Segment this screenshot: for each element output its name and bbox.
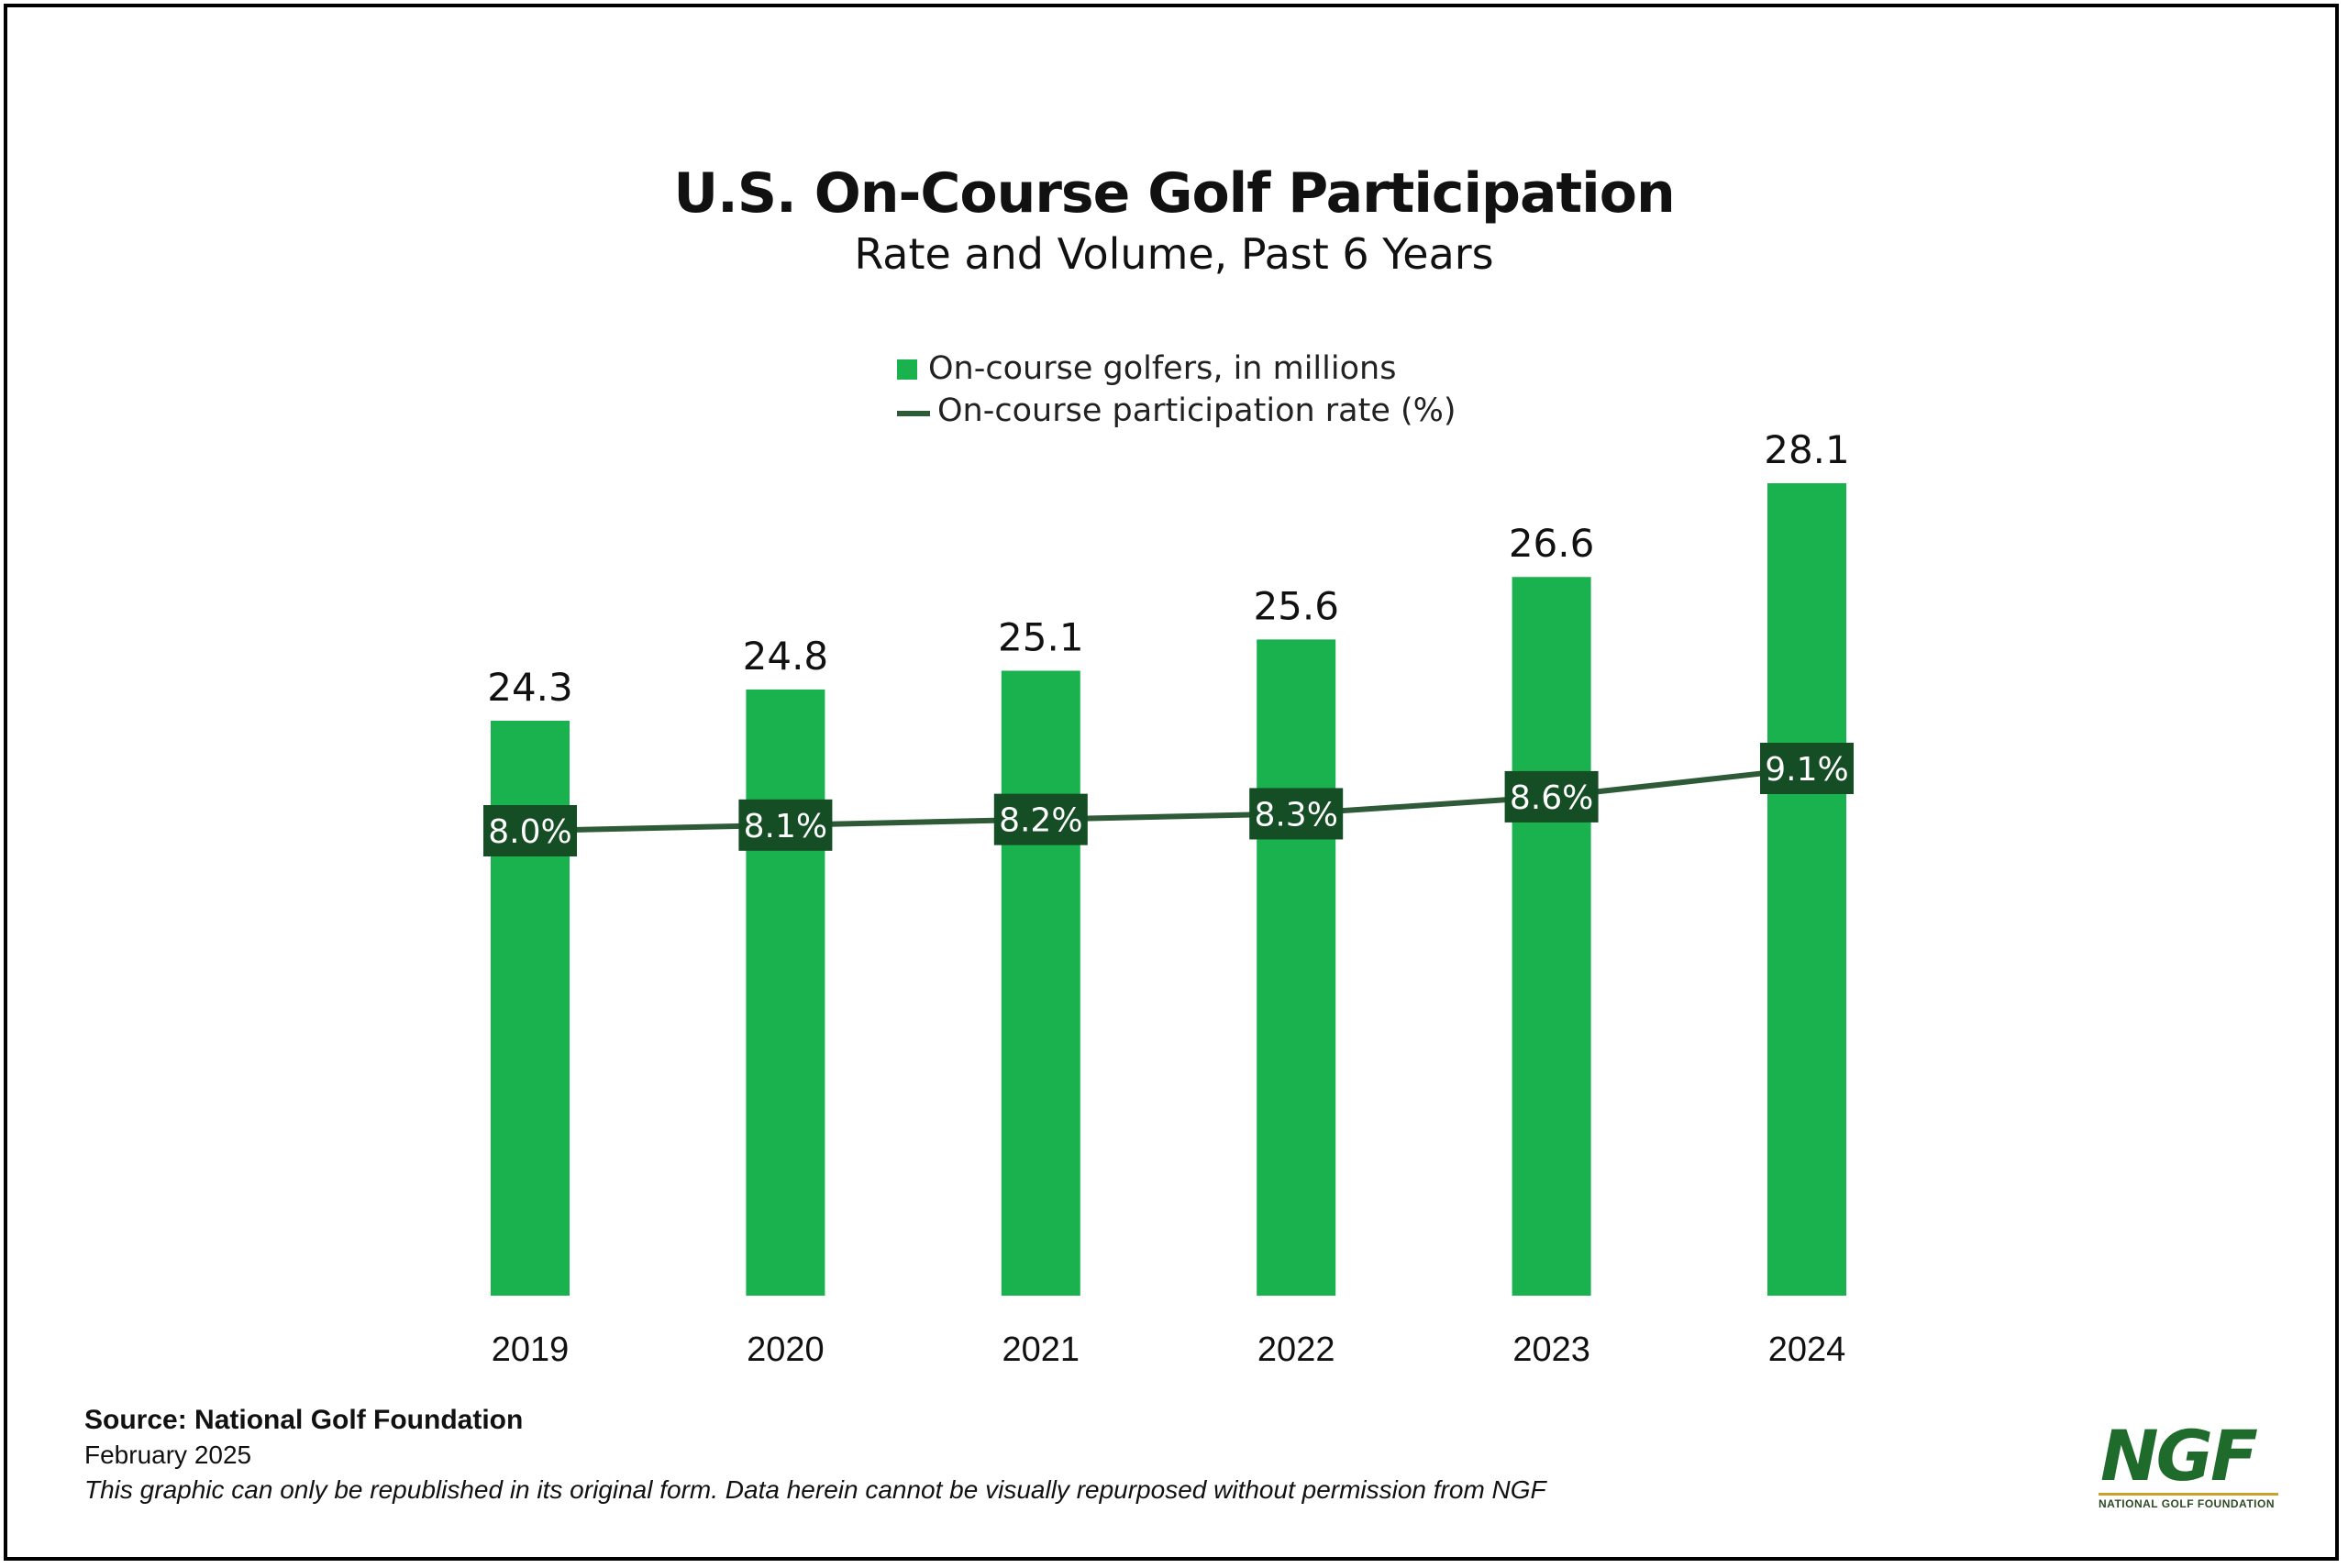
rate-label-2024: 9.1% bbox=[1765, 751, 1848, 789]
x-tick-label-2019: 2019 bbox=[492, 1331, 570, 1369]
rate-label-2020: 8.1% bbox=[744, 808, 827, 845]
bar-2024 bbox=[1767, 483, 1846, 1296]
rate-line bbox=[529, 766, 1808, 834]
bar-value-label-2021: 25.1 bbox=[998, 614, 1084, 659]
rate-label-box-2022 bbox=[1249, 788, 1344, 840]
footer-source: Source: National Golf Foundation bbox=[84, 1405, 524, 1435]
chart-frame bbox=[4, 4, 2339, 1561]
rate-label-2022: 8.3% bbox=[1254, 796, 1337, 834]
chart-title: U.S. On-Course Golf Participation bbox=[673, 161, 1675, 226]
bar-value-label-2022: 25.6 bbox=[1253, 583, 1339, 628]
ngf-logo-subtitle: NATIONAL GOLF FOUNDATION bbox=[2099, 1497, 2275, 1510]
legend-label-golfers: On-course golfers, in millions bbox=[928, 350, 1397, 387]
rate-label-2021: 8.2% bbox=[999, 802, 1082, 840]
bar-value-label-2019: 24.3 bbox=[487, 665, 573, 710]
x-tick-label-2024: 2024 bbox=[1768, 1331, 1846, 1369]
bar-value-label-2020: 24.8 bbox=[743, 634, 829, 679]
rate-label-2019: 8.0% bbox=[488, 813, 571, 851]
legend-bar-swatch bbox=[897, 359, 917, 380]
bar-value-label-2023: 26.6 bbox=[1509, 521, 1595, 566]
legend-label-rate: On-course participation rate (%) bbox=[937, 392, 1456, 429]
bar-2022 bbox=[1257, 639, 1336, 1296]
bar-value-label-2024: 28.1 bbox=[1764, 427, 1850, 472]
chart-subtitle: Rate and Volume, Past 6 Years bbox=[854, 229, 1494, 279]
x-tick-label-2023: 2023 bbox=[1512, 1331, 1590, 1369]
x-tick-label-2021: 2021 bbox=[1002, 1331, 1080, 1369]
bar-2020 bbox=[746, 689, 825, 1296]
x-tick-label-2022: 2022 bbox=[1257, 1331, 1335, 1369]
footer-date: February 2025 bbox=[84, 1441, 252, 1469]
bar-2021 bbox=[1001, 670, 1080, 1296]
rate-label-box-2020 bbox=[738, 799, 833, 851]
rate-label-box-2023 bbox=[1504, 770, 1599, 823]
rate-label-box-2019 bbox=[483, 805, 577, 856]
rate-label-box-2024 bbox=[1760, 743, 1854, 794]
ngf-logo-mark: NGF bbox=[2100, 1415, 2258, 1496]
x-tick-label-2020: 2020 bbox=[747, 1331, 825, 1369]
legend-line-swatch bbox=[897, 411, 930, 416]
ngf-logo-rule bbox=[2099, 1493, 2278, 1496]
footer-disclaimer: This graphic can only be republished in … bbox=[84, 1475, 1546, 1504]
rate-label-box-2021 bbox=[993, 793, 1088, 845]
bar-2023 bbox=[1512, 577, 1591, 1296]
rate-label-2023: 8.6% bbox=[1510, 779, 1593, 817]
ngf-logo: NGF NATIONAL GOLF FOUNDATION bbox=[2095, 1419, 2287, 1511]
